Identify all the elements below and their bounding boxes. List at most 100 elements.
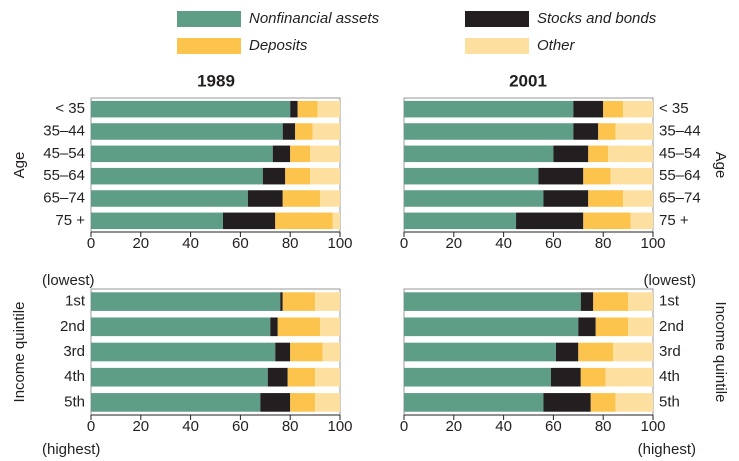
category-label: 4th [64, 368, 85, 385]
y-axis-label: Income quintile [11, 302, 28, 403]
bar-segment [628, 317, 653, 337]
bar-segment [312, 123, 340, 140]
legend-label: Nonfinancial assets [249, 10, 380, 27]
bar-segment [320, 190, 340, 207]
bar-segment [583, 212, 631, 230]
category-label: < 35 [659, 100, 689, 117]
bar-segment [555, 342, 579, 362]
category-label: 5th [64, 393, 85, 410]
legend-swatch [465, 38, 529, 54]
category-label: 65–74 [659, 189, 701, 206]
bar-segment [590, 393, 616, 412]
x-tick-label: 20 [132, 418, 149, 435]
bar-segment [404, 212, 517, 230]
bar-segment [310, 167, 340, 185]
bar-segment [578, 342, 614, 362]
bar-segment [628, 292, 653, 311]
bar-segment [290, 145, 311, 163]
bar-segment [404, 167, 539, 185]
bar-segment [320, 317, 340, 337]
legend-label: Other [537, 37, 576, 54]
x-tick-label: 40 [495, 235, 512, 252]
x-tick-label: 0 [87, 235, 95, 252]
legend-label: Deposits [249, 37, 308, 54]
bar-segment [222, 212, 276, 230]
category-label: 4th [659, 368, 680, 385]
category-label: 55–64 [43, 167, 85, 184]
bar-segment [91, 167, 263, 185]
bar-segment [623, 190, 653, 207]
bar-segment [404, 100, 574, 118]
annotation: (lowest) [643, 272, 696, 289]
bar-segment [290, 393, 316, 412]
category-label: 35–44 [43, 122, 85, 139]
bar-segment [608, 145, 653, 163]
panel-title: 2001 [509, 71, 547, 90]
x-tick-label: 80 [282, 235, 299, 252]
legend-swatch [177, 38, 241, 54]
category-label: 75 + [55, 212, 85, 229]
category-label: 45–54 [659, 145, 701, 162]
bar-segment [295, 123, 313, 140]
x-tick-label: 40 [182, 235, 199, 252]
bar-segment [91, 342, 276, 362]
x-tick-label: 60 [545, 418, 562, 435]
bar-segment [290, 100, 298, 118]
bar-segment [404, 123, 574, 140]
bar-segment [550, 367, 581, 387]
bar-segment [543, 393, 591, 412]
bar-segment [260, 393, 291, 412]
x-tick-label: 100 [327, 235, 352, 252]
bar-segment [317, 100, 340, 118]
bar-segment [282, 123, 296, 140]
annotation: (lowest) [42, 272, 95, 289]
bar-segment [404, 342, 556, 362]
bar-segment [272, 145, 291, 163]
bar-segment [91, 212, 223, 230]
y-axis-label: Age [11, 152, 28, 179]
bar-segment [315, 367, 340, 387]
bar-segment [404, 367, 551, 387]
bar-segment [297, 100, 318, 118]
bar-segment [583, 167, 611, 185]
bar-segment [315, 393, 340, 412]
category-label: 45–54 [43, 145, 85, 162]
bar-segment [287, 367, 316, 387]
category-label: 65–74 [43, 189, 85, 206]
bar-segment [615, 123, 653, 140]
annotation: (highest) [638, 441, 696, 458]
category-label: 1st [659, 293, 680, 310]
x-tick-label: 80 [595, 235, 612, 252]
bar-segment [404, 190, 544, 207]
x-tick-label: 0 [87, 418, 95, 435]
bar-segment [630, 212, 653, 230]
bar-segment [315, 292, 340, 311]
bar-segment [290, 342, 323, 362]
annotation: (highest) [42, 441, 100, 458]
bar-segment [610, 167, 653, 185]
bar-segment [270, 317, 278, 337]
bar-segment [588, 190, 624, 207]
bar-segment [404, 317, 579, 337]
bar-segment [91, 145, 273, 163]
bar-segment [91, 367, 268, 387]
bar-segment [282, 190, 321, 207]
category-label: 75 + [659, 212, 689, 229]
legend-swatch [465, 11, 529, 27]
x-tick-label: 40 [495, 418, 512, 435]
bar-segment [404, 145, 554, 163]
legend-label: Stocks and bonds [537, 10, 657, 27]
bar-segment [91, 393, 261, 412]
category-label: 5th [659, 393, 680, 410]
plot-frame [403, 97, 654, 233]
legend-swatch [177, 11, 241, 27]
bar-segment [91, 100, 291, 118]
bar-segment [593, 292, 629, 311]
x-tick-label: 100 [640, 235, 665, 252]
bar-segment [588, 145, 609, 163]
bar-segment [543, 190, 589, 207]
x-tick-label: 100 [640, 418, 665, 435]
bar-segment [598, 123, 616, 140]
bar-segment [613, 342, 653, 362]
